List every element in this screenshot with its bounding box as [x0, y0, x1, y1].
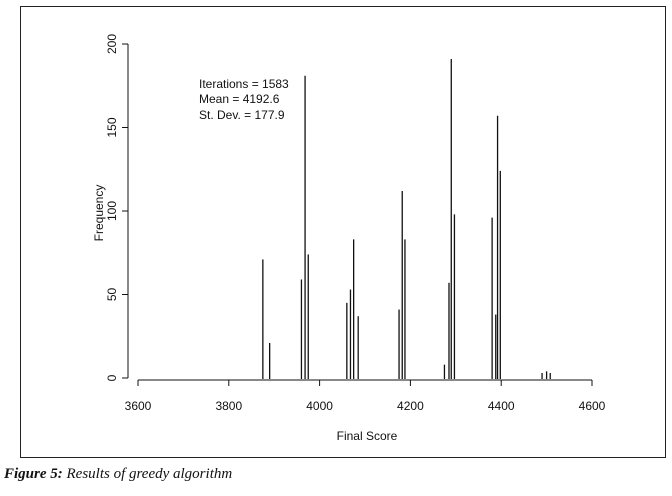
y-tick-label: 0	[105, 374, 119, 381]
annotation-iterations: Iterations = 1583	[199, 77, 289, 91]
caption-text: Results of greedy algorithm	[62, 466, 233, 482]
x-ticks: 3600 3800 4000 4200 4400 4600	[125, 380, 606, 413]
annotation-mean: Mean = 4192.6	[199, 92, 280, 106]
y-tick-label: 150	[105, 117, 119, 137]
y-tick-label: 50	[105, 288, 119, 302]
caption-label: Figure 5:	[4, 466, 63, 482]
x-tick-label: 3800	[215, 399, 242, 413]
y-axis-label: Frequency	[92, 185, 106, 242]
y-ticks: 0 50 100 150 200	[105, 34, 128, 381]
annotation-stdev: St. Dev. = 177.9	[199, 108, 285, 122]
x-tick-label: 4600	[579, 399, 606, 413]
x-tick-label: 4400	[488, 399, 515, 413]
x-tick-label: 3600	[125, 399, 152, 413]
figure-caption: Figure 5: Results of greedy algorithm	[4, 466, 232, 483]
x-axis-label: Final Score	[337, 429, 398, 443]
bars	[262, 59, 551, 379]
x-tick-label: 4000	[306, 399, 333, 413]
y-tick-label: 200	[105, 34, 119, 54]
x-tick-label: 4200	[397, 399, 424, 413]
figure-frame: 3600 3800 4000 4200 4400 4600 0 50 100 150 200 Fi…	[20, 6, 666, 458]
y-tick-label: 100	[105, 201, 119, 221]
histogram-chart: 3600 3800 4000 4200 4400 4600 0 50 100 150 200 Fi…	[92, 34, 606, 443]
axes	[127, 44, 592, 381]
stats-annotation: Iterations = 1583 Mean = 4192.6 St. Dev.…	[199, 77, 289, 122]
